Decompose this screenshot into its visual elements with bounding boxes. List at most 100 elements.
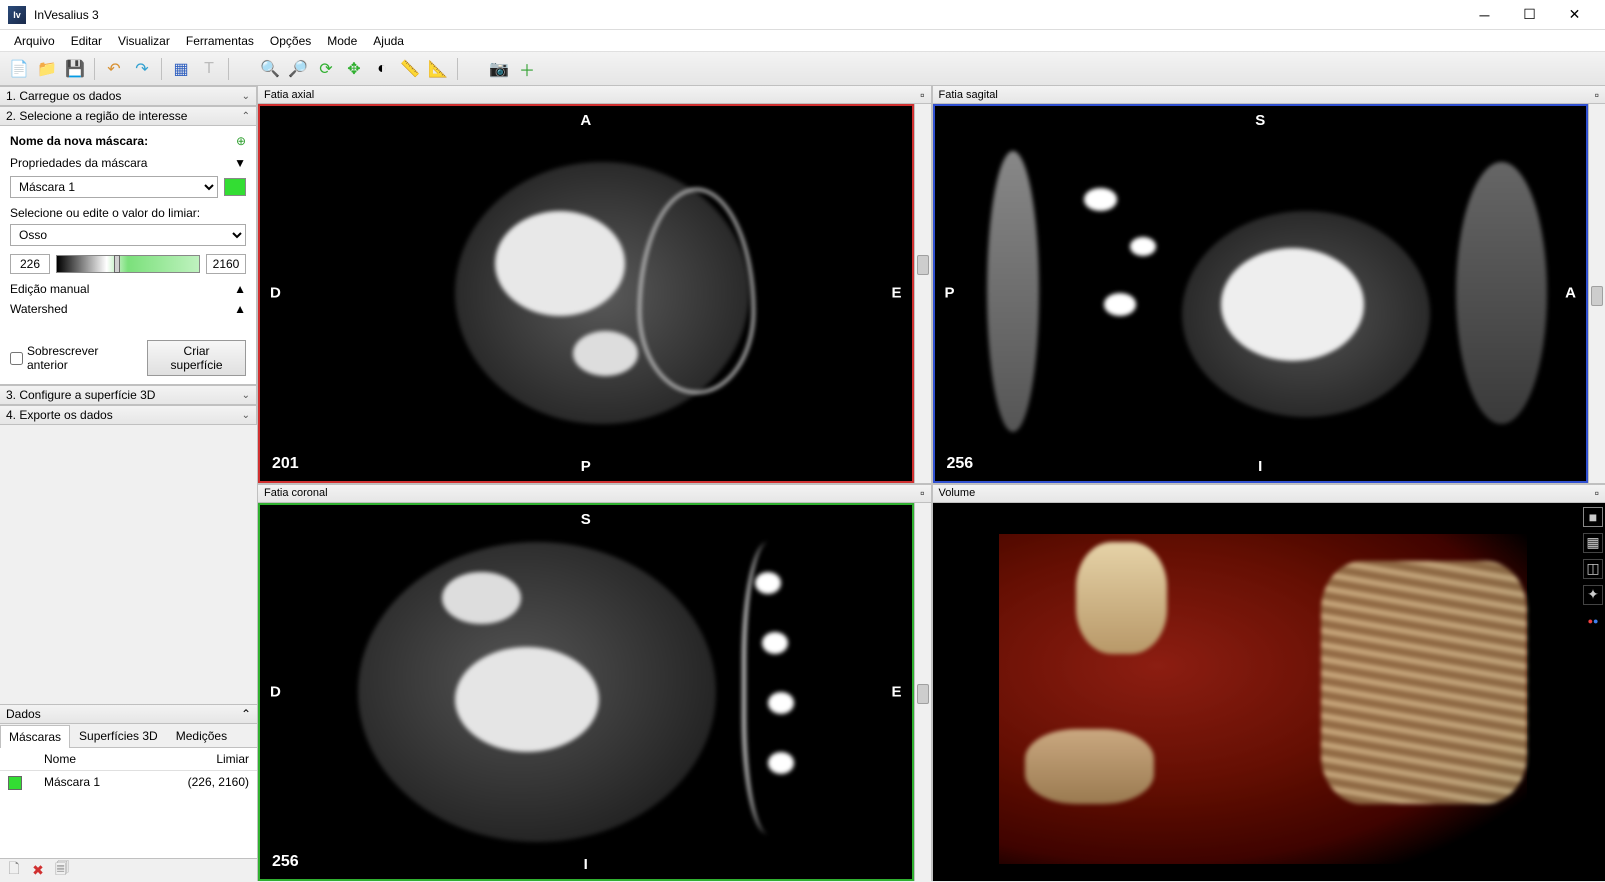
orient-top: A bbox=[580, 112, 591, 129]
data-header[interactable]: Dados ⌃ bbox=[0, 704, 257, 724]
bg-color-tool-icon[interactable]: ■ bbox=[1583, 507, 1603, 527]
coronal-canvas[interactable]: S I D E 256 bbox=[258, 503, 914, 882]
zoom-area-icon[interactable]: 🔎 bbox=[285, 56, 311, 82]
menu-arquivo[interactable]: Arquivo bbox=[6, 32, 63, 50]
contrast-icon[interactable]: ◐ bbox=[369, 56, 395, 82]
window-title: InVesalius 3 bbox=[34, 8, 1462, 22]
table-row[interactable]: Máscara 1 (226, 2160) bbox=[0, 771, 257, 794]
scrollbar-thumb[interactable] bbox=[917, 255, 929, 275]
import-icon[interactable]: 📄 bbox=[6, 56, 32, 82]
tab-mascaras[interactable]: Máscaras bbox=[0, 725, 70, 748]
threshold-preset-select[interactable]: Osso bbox=[10, 224, 246, 246]
menu-visualizar[interactable]: Visualizar bbox=[110, 32, 178, 50]
task-select-header[interactable]: 2. Selecione a região de interesse ⌃ bbox=[0, 106, 257, 126]
main: 1. Carregue os dados ⌄ 2. Selecione a re… bbox=[0, 86, 1605, 881]
separator bbox=[228, 58, 229, 80]
redo-icon[interactable]: ↷ bbox=[129, 56, 155, 82]
create-surface-button[interactable]: Criar superfície bbox=[147, 340, 246, 376]
preset-tool-icon[interactable]: ▦ bbox=[1583, 533, 1603, 553]
separator bbox=[94, 58, 95, 80]
undo-icon[interactable]: ↶ bbox=[101, 56, 127, 82]
maximize-button[interactable]: ☐ bbox=[1507, 0, 1552, 30]
col-nome[interactable]: Nome bbox=[36, 748, 143, 771]
viewport-axial-label: Fatia axial bbox=[264, 89, 314, 101]
mask-props-header[interactable]: Propriedades da máscara ▼ bbox=[10, 156, 246, 170]
cut-tool-icon[interactable]: ✦ bbox=[1583, 585, 1603, 605]
orient-right: E bbox=[891, 683, 901, 700]
task-select-label: 2. Selecione a região de interesse bbox=[6, 109, 187, 123]
viewport-sagittal-title: Fatia sagital ▫ bbox=[933, 86, 1605, 104]
cube-tool-icon[interactable]: ◫ bbox=[1583, 559, 1603, 579]
menu-ferramentas[interactable]: Ferramentas bbox=[178, 32, 262, 50]
orient-top: S bbox=[1255, 112, 1265, 129]
import-folder-icon[interactable]: 📁 bbox=[34, 56, 60, 82]
stereo-tool-icon[interactable]: ●● bbox=[1583, 611, 1603, 631]
task-load-header[interactable]: 1. Carregue os dados ⌄ bbox=[0, 86, 257, 106]
menu-editar[interactable]: Editar bbox=[63, 32, 110, 50]
orient-left: D bbox=[270, 683, 281, 700]
threshold-min-input[interactable] bbox=[10, 254, 50, 274]
axial-scrollbar[interactable] bbox=[914, 104, 931, 483]
rotate-icon[interactable]: ⟳ bbox=[313, 56, 339, 82]
axial-slice-number: 201 bbox=[272, 455, 299, 473]
menu-opcoes[interactable]: Opções bbox=[262, 32, 319, 50]
threshold-slider[interactable] bbox=[56, 255, 200, 273]
task-export-label: 4. Exporte os dados bbox=[6, 408, 113, 422]
mask-color-swatch[interactable] bbox=[224, 178, 246, 196]
collapse-icon: ⌃ bbox=[241, 707, 251, 721]
menu-ajuda[interactable]: Ajuda bbox=[365, 32, 412, 50]
app-icon: Iv bbox=[8, 6, 26, 24]
toolbar: 📄 📁 💾 ↶ ↷ ▦ T 🔍 🔎 ⟳ ✥ ◐ 📏 📐 📷 ＋ bbox=[0, 52, 1605, 86]
threshold-handle[interactable] bbox=[114, 255, 120, 273]
menu-mode[interactable]: Mode bbox=[319, 32, 365, 50]
orient-right: A bbox=[1565, 285, 1576, 302]
chevron-down-icon: ▼ bbox=[234, 156, 246, 170]
row-name: Máscara 1 bbox=[36, 771, 143, 794]
volume-canvas[interactable] bbox=[933, 503, 1582, 882]
maximize-viewport-icon[interactable]: ▫ bbox=[1595, 88, 1599, 102]
threshold-max-input[interactable] bbox=[206, 254, 246, 274]
maximize-viewport-icon[interactable]: ▫ bbox=[1595, 486, 1599, 500]
orient-top: S bbox=[581, 511, 591, 528]
orient-bottom: I bbox=[584, 856, 588, 873]
task-configure-header[interactable]: 3. Configure a superfície 3D ⌄ bbox=[0, 385, 257, 405]
manual-edit-header[interactable]: Edição manual ▲ bbox=[10, 282, 246, 296]
orient-left: P bbox=[945, 285, 955, 302]
delete-item-icon[interactable]: ✖ bbox=[30, 862, 46, 878]
measure-angle-icon[interactable]: 📐 bbox=[425, 56, 451, 82]
mask-select[interactable]: Máscara 1 bbox=[10, 176, 218, 198]
task-select-body: Nome da nova máscara: ⊕ Propriedades da … bbox=[0, 126, 257, 385]
task-export-header[interactable]: 4. Exporte os dados ⌄ bbox=[0, 405, 257, 425]
viewport-volume-label: Volume bbox=[939, 487, 976, 499]
zoom-icon[interactable]: 🔍 bbox=[257, 56, 283, 82]
coronal-slice-number: 256 bbox=[272, 853, 299, 871]
measure-line-icon[interactable]: 📏 bbox=[397, 56, 423, 82]
left-panel: 1. Carregue os dados ⌄ 2. Selecione a re… bbox=[0, 86, 258, 881]
tab-superficies[interactable]: Superfícies 3D bbox=[70, 724, 167, 747]
layout-icon[interactable]: ▦ bbox=[168, 56, 194, 82]
col-limiar[interactable]: Limiar bbox=[143, 748, 257, 771]
minimize-button[interactable]: ─ bbox=[1462, 0, 1507, 30]
sagittal-scrollbar[interactable] bbox=[1588, 104, 1605, 483]
pan-icon[interactable]: ✥ bbox=[341, 56, 367, 82]
overwrite-checkbox-label[interactable]: Sobrescrever anterior bbox=[10, 344, 135, 372]
axial-canvas[interactable]: A P D E 201 bbox=[258, 104, 914, 483]
maximize-viewport-icon[interactable]: ▫ bbox=[920, 88, 924, 102]
overwrite-checkbox[interactable] bbox=[10, 352, 23, 365]
duplicate-item-icon[interactable]: 🗐 bbox=[54, 862, 70, 878]
coronal-scrollbar[interactable] bbox=[914, 503, 931, 882]
scrollbar-thumb[interactable] bbox=[1591, 286, 1603, 306]
text-icon[interactable]: T bbox=[196, 56, 222, 82]
scrollbar-thumb[interactable] bbox=[917, 684, 929, 704]
camera-icon[interactable]: 📷 bbox=[486, 56, 512, 82]
close-button[interactable]: ✕ bbox=[1552, 0, 1597, 30]
sagittal-canvas[interactable]: S I P A 256 bbox=[933, 104, 1589, 483]
chevron-up-icon: ▲ bbox=[234, 302, 246, 316]
new-item-icon[interactable]: 🗋 bbox=[6, 862, 22, 878]
watershed-header[interactable]: Watershed ▲ bbox=[10, 302, 246, 316]
floppy-icon[interactable]: 💾 bbox=[62, 56, 88, 82]
tab-medicoes[interactable]: Medições bbox=[167, 724, 236, 747]
add-icon[interactable]: ＋ bbox=[514, 56, 540, 82]
maximize-viewport-icon[interactable]: ▫ bbox=[920, 486, 924, 500]
add-mask-icon[interactable]: ⊕ bbox=[236, 134, 246, 148]
